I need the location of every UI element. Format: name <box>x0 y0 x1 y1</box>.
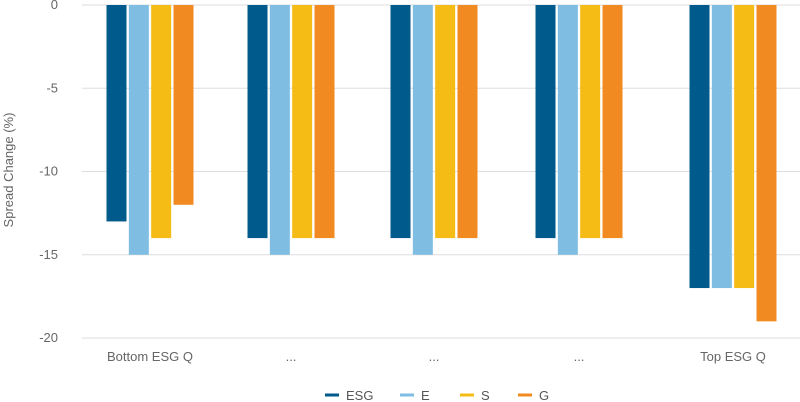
bar-s <box>435 5 456 239</box>
bar-e <box>269 5 290 255</box>
y-axis-ticks: 0 -5 -10 -15 -20 <box>39 0 58 345</box>
bar-s <box>292 5 313 239</box>
bar-esg <box>689 5 710 289</box>
x-tick-label: ... <box>286 349 297 364</box>
x-tick-label: Bottom ESG Q <box>107 349 193 364</box>
bar-e <box>412 5 433 255</box>
y-tick-label: -10 <box>39 164 58 179</box>
bar-g <box>314 5 335 239</box>
legend-label-esg: ESG <box>346 388 373 402</box>
bar-e <box>128 5 149 255</box>
bar-e <box>557 5 578 255</box>
bar-esg <box>535 5 556 239</box>
legend: ESG E S G <box>325 388 549 402</box>
bar-g <box>756 5 777 322</box>
y-tick-label: -15 <box>39 247 58 262</box>
bar-esg <box>390 5 411 239</box>
legend-label-e: E <box>421 388 430 402</box>
x-tick-label: ... <box>429 349 440 364</box>
y-axis-title: Spread Change (%) <box>1 113 16 228</box>
bar-esg <box>247 5 268 239</box>
bar-g <box>173 5 194 205</box>
y-tick-label: 0 <box>51 0 58 12</box>
bars <box>106 5 777 322</box>
x-tick-label: ... <box>574 349 585 364</box>
bar-e <box>711 5 732 289</box>
legend-label-s: S <box>481 388 490 402</box>
bar-g <box>457 5 478 239</box>
x-axis-ticks: Bottom ESG Q......... Top ESG Q <box>107 349 766 364</box>
bar-g <box>602 5 623 239</box>
bar-esg <box>106 5 127 222</box>
legend-label-g: G <box>539 388 549 402</box>
x-tick-label: Top ESG Q <box>700 349 766 364</box>
bar-s <box>734 5 755 289</box>
bar-s <box>580 5 601 239</box>
y-tick-label: -5 <box>46 80 58 95</box>
y-tick-label: -20 <box>39 330 58 345</box>
bar-s <box>151 5 172 239</box>
